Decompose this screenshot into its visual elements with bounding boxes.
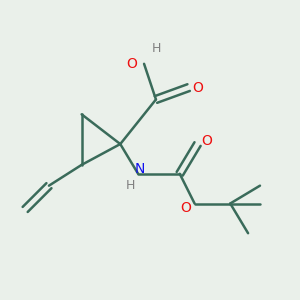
Text: N: N: [134, 162, 145, 176]
Text: H: H: [151, 42, 160, 56]
Text: O: O: [201, 134, 212, 148]
Text: H: H: [126, 179, 135, 192]
Text: O: O: [180, 201, 191, 215]
Text: O: O: [192, 81, 203, 94]
Text: O: O: [127, 57, 138, 71]
